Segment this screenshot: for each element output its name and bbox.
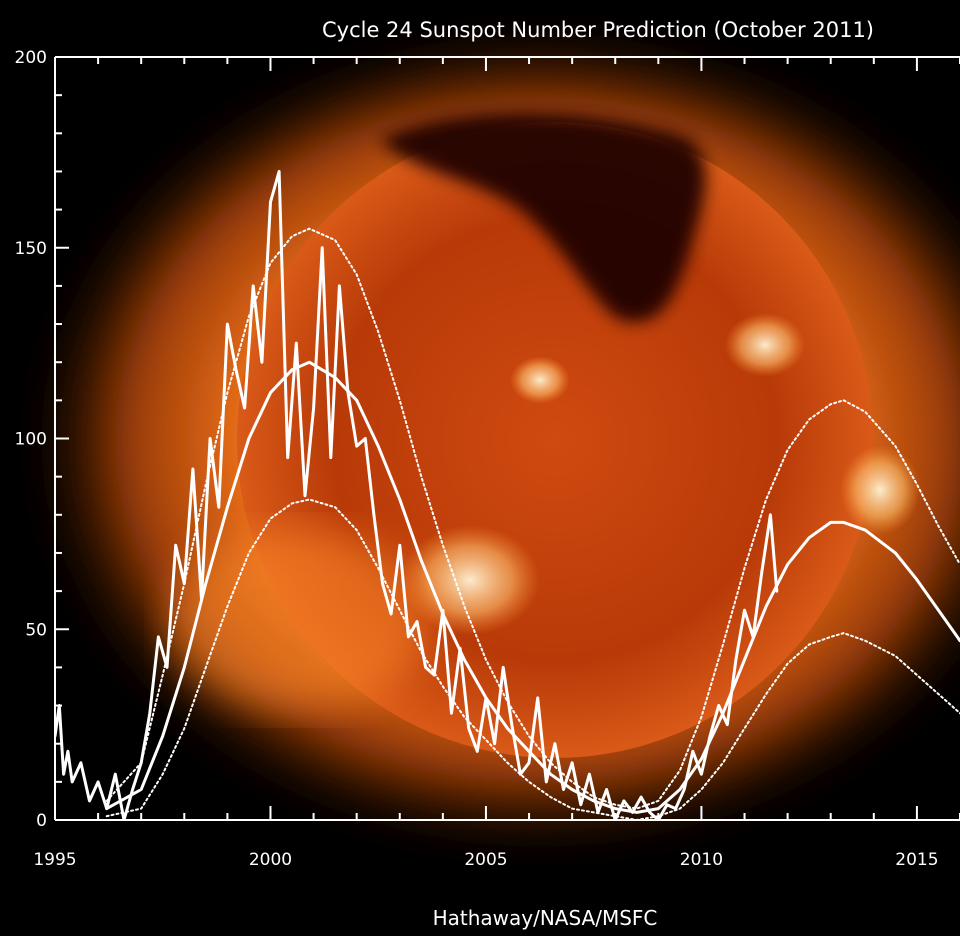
x-tick-label: 2000 bbox=[249, 850, 292, 870]
x-tick-label: 1995 bbox=[33, 850, 76, 870]
chart-title: Cycle 24 Sunspot Number Prediction (Octo… bbox=[322, 18, 874, 42]
upper-bound-line bbox=[105, 227, 960, 810]
x-tick-label: 2015 bbox=[895, 850, 938, 870]
x-tick-label: 2010 bbox=[680, 850, 723, 870]
axis-tick-labels: 0 50 100 150 200 1995 2000 2005 2010 2015 bbox=[15, 48, 939, 870]
predicted-sunspot-line bbox=[105, 360, 960, 814]
x-tick-label: 2005 bbox=[464, 850, 507, 870]
axis-ticks bbox=[54, 56, 960, 821]
series-layer bbox=[55, 170, 960, 820]
credit-label: Hathaway/NASA/MSFC bbox=[433, 906, 658, 930]
sun-image bbox=[20, 20, 960, 860]
lower-bound-line bbox=[105, 498, 960, 820]
y-tick-label: 200 bbox=[15, 48, 47, 68]
active-region-4 bbox=[840, 445, 920, 535]
active-region-3 bbox=[510, 356, 570, 404]
bright-glow bbox=[170, 530, 430, 710]
y-tick-label: 150 bbox=[15, 239, 47, 259]
coronal-hole bbox=[380, 112, 706, 322]
y-tick-label: 100 bbox=[15, 430, 47, 450]
active-region-1 bbox=[725, 313, 805, 377]
y-tick-label: 50 bbox=[25, 620, 47, 640]
y-tick-label: 0 bbox=[36, 811, 47, 831]
active-region-2 bbox=[400, 525, 540, 635]
